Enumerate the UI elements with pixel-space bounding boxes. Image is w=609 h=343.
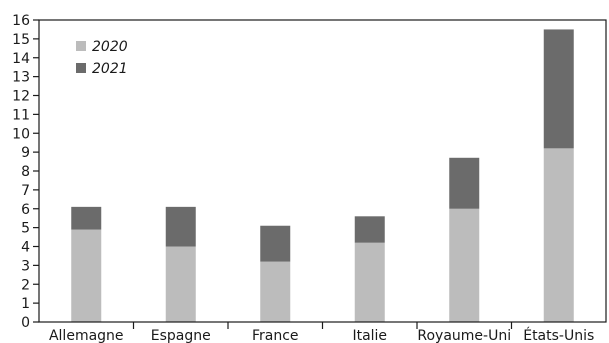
legend-swatch-2020 — [76, 41, 86, 51]
y-tick-label: 3 — [21, 258, 30, 274]
x-axis: Allemagne Espagne France Italie Royaume-Uni É… — [49, 322, 594, 343]
bar-2020-Allemagne — [71, 229, 102, 322]
bar-2020-Espagne — [165, 246, 196, 322]
bars — [71, 29, 574, 322]
bar-2021-France — [260, 225, 291, 262]
x-category-label: Allemagne — [49, 328, 124, 343]
bar-2020-Royaume-Uni — [449, 208, 480, 322]
legend-label-2020: 2020 — [92, 39, 128, 55]
y-tick-label: 0 — [21, 315, 30, 331]
x-category-label: États-Unis — [523, 327, 594, 343]
y-tick-label: 16 — [12, 13, 30, 29]
y-tick-label: 13 — [12, 70, 30, 86]
x-category-label: Espagne — [151, 328, 211, 343]
bar-2021-Espagne — [165, 206, 196, 247]
bar-2021-États-Unis — [543, 29, 574, 149]
plot-frame — [38, 19, 607, 323]
y-tick-label: 14 — [12, 51, 30, 67]
bar-2021-Royaume-Uni — [449, 157, 480, 209]
y-tick-label: 8 — [21, 164, 30, 180]
bar-2020-Italie — [354, 242, 385, 322]
x-category-label: France — [252, 328, 299, 343]
bar-2021-Italie — [354, 216, 385, 243]
y-tick-label: 4 — [21, 240, 30, 256]
legend: 2020 2021 — [76, 39, 128, 77]
legend-swatch-2021 — [76, 63, 86, 73]
bar-2020-États-Unis — [543, 148, 574, 322]
bar-2020-France — [260, 261, 291, 322]
x-category-label: Italie — [352, 328, 387, 343]
y-tick-label: 11 — [12, 107, 30, 123]
y-tick-label: 2 — [21, 277, 30, 293]
y-tick-label: 6 — [21, 202, 30, 218]
y-tick-label: 7 — [21, 183, 30, 199]
y-tick-label: 1 — [21, 296, 30, 312]
legend-label-2021: 2021 — [92, 61, 128, 77]
y-tick-label: 5 — [21, 221, 30, 237]
bar-2021-Allemagne — [71, 206, 102, 230]
y-tick-label: 12 — [12, 89, 30, 105]
y-tick-label: 15 — [12, 32, 30, 48]
x-category-label: Royaume-Uni — [417, 328, 511, 343]
y-tick-label: 9 — [21, 145, 30, 161]
y-tick-label: 10 — [12, 126, 30, 142]
